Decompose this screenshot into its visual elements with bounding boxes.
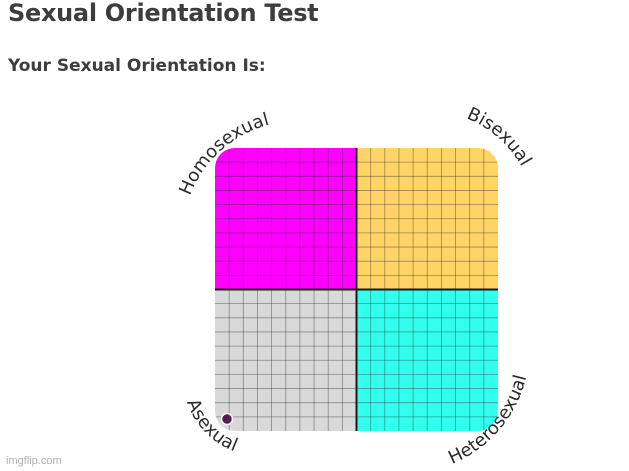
orientation-chart: Homosexual Bisexual Asexual Heterosexual (160, 100, 550, 471)
watermark: imgflip.com (6, 455, 62, 467)
quadrant-area (215, 148, 498, 431)
quadrant-bisexual (356, 148, 498, 290)
orientation-chart-svg: Homosexual Bisexual Asexual Heterosexual (175, 103, 536, 468)
quadrant-asexual (215, 289, 357, 431)
result-heading: Your Sexual Orientation Is: (8, 56, 266, 76)
result-marker (220, 412, 234, 426)
quadrant-heterosexual (356, 289, 498, 431)
quadrant-homosexual (215, 148, 357, 290)
page-title: Sexual Orientation Test (8, 0, 319, 27)
